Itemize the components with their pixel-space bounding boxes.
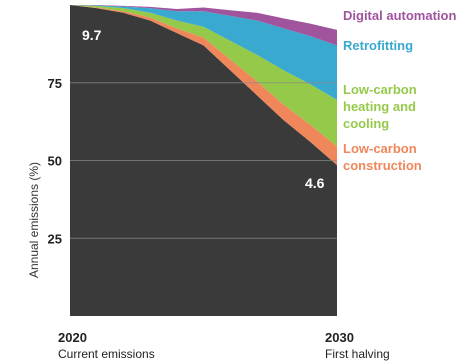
data-label-9.7: 9.7 <box>82 27 102 43</box>
y-tick-label-50: 50 <box>48 154 62 169</box>
area-digital-automation <box>70 5 337 46</box>
series-label-digital-automation: Digital automation <box>343 8 456 23</box>
x-axis-ticks: 2020 Current emissions 2030 First halving <box>58 330 390 361</box>
series-label-low-carbon-heating-and-cooling: Low-carbon heating and cooling <box>343 82 417 131</box>
series-label-low-carbon-construction: Low-carbon construction <box>343 141 422 173</box>
y-tick-label-75: 75 <box>48 76 62 91</box>
chart-gridlines <box>70 82 337 239</box>
series-labels: Digital automation Retrofitting Low-carbon… <box>343 8 456 173</box>
y-axis-label: Annual emissions (%) <box>27 162 41 278</box>
y-tick-label-25: 25 <box>48 231 62 246</box>
x-tick-sublabel-2020: Current emissions <box>58 347 155 361</box>
x-tick-sublabel-2030: First halving <box>325 347 390 361</box>
y-axis-ticks: 25 50 75 <box>48 76 62 247</box>
data-label-4.6: 4.6 <box>305 175 325 191</box>
x-tick-label-2030: 2030 <box>325 330 354 345</box>
series-label-retrofitting: Retrofitting <box>343 38 413 53</box>
data-labels: 9.7 4.6 <box>82 27 325 191</box>
area-retrofitting <box>70 5 337 100</box>
x-tick-label-2020: 2020 <box>58 330 87 345</box>
area-low-carbon-heating-and-cooling <box>70 5 337 147</box>
